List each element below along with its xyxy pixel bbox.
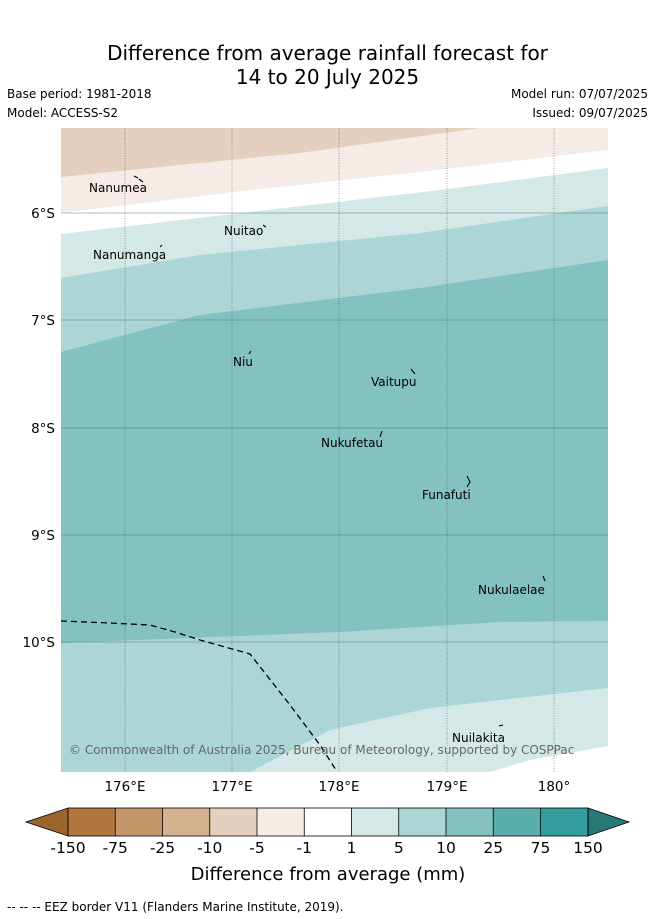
colorbar-extend-high xyxy=(587,807,631,837)
colorbar-tick: -1 xyxy=(297,839,312,857)
island-label-vaitupu: Vaitupu xyxy=(371,375,417,389)
lon-label-178e: 178°E xyxy=(318,779,359,795)
eez-border-footnote: -- -- -- EEZ border V11 (Flanders Marine… xyxy=(7,900,344,914)
colorbar-swatch-3 xyxy=(162,808,210,836)
colorbar-swatch-2 xyxy=(115,808,163,836)
colorbar-tick: 1 xyxy=(347,839,357,857)
lon-label-180: 180° xyxy=(538,779,571,795)
island-shape-nanumea xyxy=(133,175,144,183)
island-label-nanumanga: Nanumanga xyxy=(93,248,166,262)
lon-label-176e: 176°E xyxy=(104,779,145,795)
colorbar-tick: 5 xyxy=(394,839,404,857)
lat-label-7s: 7°S xyxy=(31,313,55,329)
colorbar-ticks: -150 -75 -25 -10 -5 -1 1 5 10 25 75 150 xyxy=(50,839,602,857)
island-shape-vaitupu xyxy=(410,368,416,375)
island-label-nuitao: Nuitao xyxy=(224,224,263,238)
colorbar-tick: 150 xyxy=(573,839,603,857)
colorbar-swatch-4 xyxy=(209,808,257,836)
island-label-nukulaelae: Nukulaelae xyxy=(478,583,545,597)
island-shape-niu xyxy=(248,350,252,355)
colorbar-outline xyxy=(67,807,589,837)
longitude-labels: 176°E 177°E 178°E 179°E 180° xyxy=(104,779,570,795)
island-outlines xyxy=(133,175,546,727)
colorbar-tick: -5 xyxy=(249,839,264,857)
island-shape-funafuti xyxy=(466,475,471,488)
latitude-labels: 6°S 7°S 8°S 9°S 10°S xyxy=(23,206,56,651)
issued-date: Issued: 09/07/2025 xyxy=(532,106,648,120)
island-label-funafuti: Funafuti xyxy=(422,488,471,502)
colorbar-tick: -25 xyxy=(150,839,175,857)
island-label-nukufetau: Nukufetau xyxy=(321,436,383,450)
colorbar-tick: 75 xyxy=(531,839,551,857)
colorbar-extend-low xyxy=(24,807,69,837)
lat-label-6s: 6°S xyxy=(31,206,55,222)
lat-label-9s: 9°S xyxy=(31,528,55,544)
colorbar-tick: -150 xyxy=(50,839,85,857)
colorbar-tick: 10 xyxy=(436,839,456,857)
colorbar-swatch-11 xyxy=(540,808,588,836)
colorbar-dividers xyxy=(67,807,589,837)
eez-border-line xyxy=(61,620,337,771)
lat-label-8s: 8°S xyxy=(31,421,55,437)
band-neutral-south xyxy=(490,746,608,772)
colorbar-swatch-7 xyxy=(351,808,399,836)
model-run: Model run: 07/07/2025 xyxy=(510,87,648,101)
latitude-gridlines xyxy=(61,212,608,643)
island-label-niu: Niu xyxy=(233,355,253,369)
colorbar-swatch-9 xyxy=(446,808,494,836)
title-line-2: 14 to 20 July 2025 xyxy=(235,65,420,89)
lat-label-10s: 10°S xyxy=(23,635,56,651)
island-shape-nukufetau xyxy=(379,430,383,438)
colorbar-swatch-10 xyxy=(493,808,541,836)
copyright-notice: © Commonwealth of Australia 2025, Bureau… xyxy=(69,743,574,757)
island-shape-nanumanga xyxy=(159,244,163,248)
map-title: Difference from average rainfall forecas… xyxy=(0,41,655,89)
island-label-nuilakita: Nuilakita xyxy=(452,731,505,745)
colorbar-swatch-6 xyxy=(304,808,352,836)
band-1-5-south xyxy=(250,688,608,772)
island-label-nanumea: Nanumea xyxy=(89,181,147,195)
colorbar-swatch-1 xyxy=(68,808,116,836)
base-period: Base period: 1981-2018 xyxy=(7,87,152,101)
rainfall-difference-map: Nanumea Nuitao Nanumanga Niu Vaitupu Nuk… xyxy=(61,128,608,772)
colorbar-label: Difference from average (mm) xyxy=(191,864,466,885)
band-minus5-minus10 xyxy=(61,128,480,177)
lon-label-177e: 177°E xyxy=(211,779,252,795)
colorbar-tick: -75 xyxy=(103,839,128,857)
colorbar: -150 -75 -25 -10 -5 -1 1 5 10 25 75 150 … xyxy=(24,807,631,885)
island-shape-nuilakita xyxy=(498,724,504,727)
colorbar-tick: 25 xyxy=(483,839,503,857)
lon-label-179e: 179°E xyxy=(426,779,467,795)
island-shape-nuitao xyxy=(262,224,267,228)
island-shape-nukulaelae xyxy=(542,575,546,582)
model-name: Model: ACCESS-S2 xyxy=(7,106,119,120)
colorbar-swatch-5 xyxy=(257,808,305,836)
title-line-1: Difference from average rainfall forecas… xyxy=(107,41,548,65)
colorbar-tick: -10 xyxy=(197,839,222,857)
colorbar-swatch-8 xyxy=(398,808,446,836)
